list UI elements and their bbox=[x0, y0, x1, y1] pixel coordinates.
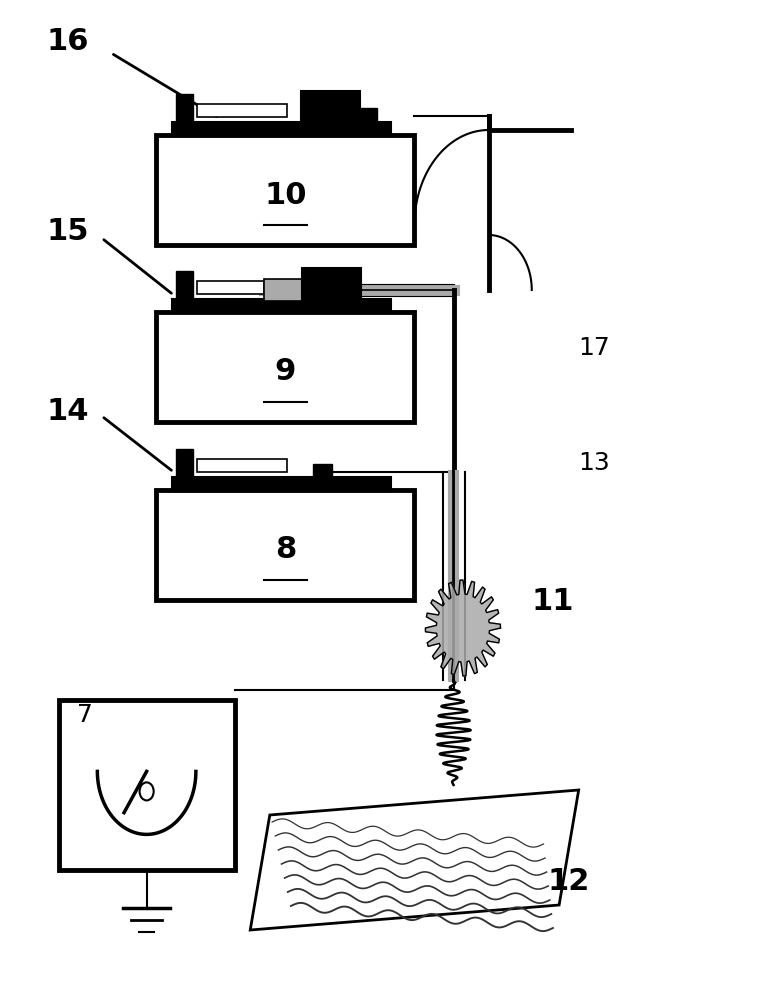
Polygon shape bbox=[250, 790, 579, 930]
Text: 9: 9 bbox=[274, 358, 296, 386]
Text: 8: 8 bbox=[274, 536, 296, 564]
Bar bbox=[172, 477, 391, 490]
Bar bbox=[59, 700, 235, 870]
Bar bbox=[313, 464, 332, 479]
Bar bbox=[302, 268, 361, 308]
Text: 17: 17 bbox=[579, 336, 611, 360]
Bar bbox=[156, 312, 414, 422]
Text: 12: 12 bbox=[547, 867, 590, 896]
Bar bbox=[176, 271, 193, 299]
Text: 15: 15 bbox=[47, 217, 89, 246]
Bar bbox=[172, 299, 391, 312]
Bar bbox=[264, 279, 302, 301]
Bar bbox=[301, 91, 360, 131]
Bar bbox=[360, 108, 377, 122]
Text: 16: 16 bbox=[47, 27, 89, 56]
Text: 14: 14 bbox=[47, 397, 89, 426]
Text: 7: 7 bbox=[77, 703, 92, 727]
Bar bbox=[197, 459, 287, 472]
Bar bbox=[176, 94, 193, 122]
Bar bbox=[156, 135, 414, 245]
Bar bbox=[197, 104, 287, 117]
Bar bbox=[172, 122, 391, 135]
Bar bbox=[197, 281, 264, 294]
Polygon shape bbox=[425, 580, 500, 676]
Bar bbox=[156, 490, 414, 600]
Text: 11: 11 bbox=[532, 587, 574, 616]
Text: 10: 10 bbox=[264, 180, 307, 210]
Text: 13: 13 bbox=[579, 451, 611, 475]
Bar bbox=[176, 449, 193, 477]
